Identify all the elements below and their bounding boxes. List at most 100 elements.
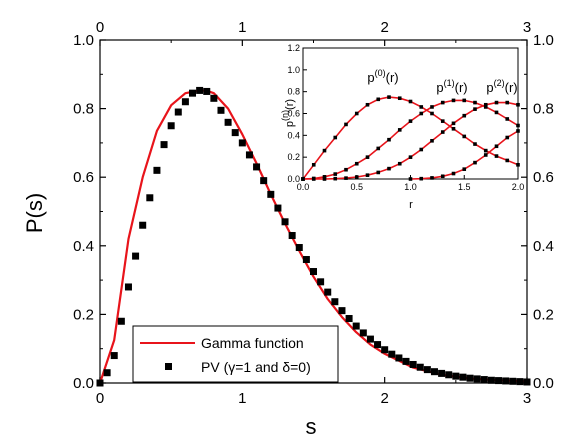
inset-plot-frame	[302, 47, 519, 180]
x-axis-title: s	[306, 414, 317, 439]
inset-data-point	[419, 176, 424, 181]
pv-data-point	[459, 373, 467, 381]
pv-data-point	[324, 288, 332, 296]
inset-data-point	[397, 161, 402, 166]
inset-data-point	[505, 100, 510, 105]
inset-data-point	[354, 175, 359, 179]
pv-data-point	[245, 151, 253, 159]
inset-data-point	[473, 107, 477, 111]
pv-data-point	[174, 108, 182, 116]
inset-data-point	[397, 96, 402, 101]
inset-data-point	[451, 98, 456, 103]
inset-data-point	[494, 154, 499, 158]
inset-data-point	[387, 166, 391, 171]
y-tick-label: 0.2	[73, 306, 94, 323]
pv-data-point	[388, 350, 396, 358]
legend-gamma-label: Gamma function	[201, 335, 304, 351]
inset-data-point	[494, 144, 499, 149]
pv-data-point	[495, 377, 503, 385]
pv-data-point	[402, 357, 410, 365]
pv-data-point	[238, 139, 246, 147]
y-tick-label: 0.0	[73, 375, 94, 392]
pv-data-point	[374, 341, 382, 349]
pv-data-point	[260, 177, 268, 185]
inset-x-axis-title: r	[409, 199, 413, 211]
inset-data-point	[451, 121, 456, 126]
inset-data-point	[440, 119, 445, 123]
inset-y-tick-label: 0.6	[287, 109, 300, 119]
inset-y-axis-title: p(n)(r)	[280, 99, 296, 127]
pv-data-point	[288, 232, 296, 240]
x-top-tick-label: 1	[238, 19, 246, 36]
inset-data-point	[516, 123, 520, 128]
inset-data-point	[387, 95, 391, 99]
pv-data-point	[487, 376, 495, 384]
pv-data-point	[359, 329, 367, 337]
inset-data-point	[376, 97, 381, 102]
pv-data-point	[274, 204, 282, 212]
inset-data-point	[354, 111, 359, 116]
pv-data-point	[117, 317, 125, 325]
pv-data-point	[409, 360, 417, 368]
inset-data-point	[365, 173, 370, 177]
x-tick-label: 0	[96, 390, 104, 407]
inset-data-point	[333, 135, 338, 140]
pv-data-point	[217, 106, 225, 114]
pv-data-point	[423, 366, 431, 374]
inset-data-point	[505, 117, 510, 121]
inset-x-tick-label: 2.0	[512, 182, 525, 192]
pv-data-point	[381, 346, 389, 354]
x-top-tick-label: 2	[380, 19, 388, 36]
pv-data-point	[189, 89, 197, 97]
inset-series-group	[301, 95, 520, 181]
pv-data-point	[302, 256, 310, 264]
pv-data-point	[96, 379, 104, 387]
inset-curve-labels: p(0)(r) p(1)(r) p(2)(r)	[367, 68, 517, 95]
inset-y-tick-label: 0.0	[287, 174, 300, 184]
pv-data-point	[295, 244, 303, 252]
legend-box	[132, 325, 339, 383]
inset-data-point	[344, 122, 348, 127]
inset-data-point	[430, 111, 434, 116]
pv-data-point	[480, 376, 488, 384]
inset-curve-label: p(1)(r)	[436, 78, 467, 95]
x-tick-label: 1	[238, 390, 246, 407]
inset-data-point	[451, 171, 456, 176]
pv-data-point	[153, 166, 161, 174]
legend-pv-swatch	[165, 363, 172, 370]
inset-data-point	[322, 175, 327, 179]
inset-x-tick-label: 0.0	[297, 182, 310, 192]
y-axis-title: P(s)	[22, 193, 47, 233]
inset-data-point	[344, 176, 348, 180]
pv-data-point	[224, 118, 232, 126]
inset-x-tick-label: 1.5	[458, 182, 471, 192]
inset-data-point	[419, 105, 424, 109]
inset-data-point	[483, 105, 488, 109]
inset-data-point	[419, 111, 424, 116]
inset-data-point	[397, 128, 402, 132]
x-top-tick-label: 0	[96, 19, 104, 36]
pv-data-point	[317, 278, 325, 286]
inset-data-point	[440, 174, 445, 179]
legend: Gamma function PV (γ=1 and δ=0)	[132, 325, 339, 383]
inset-y-tick-label: 0.8	[287, 87, 300, 97]
inset-data-point	[505, 158, 510, 163]
inset-data-point	[462, 134, 467, 139]
pv-data-point	[345, 315, 353, 323]
pv-data-point	[146, 194, 154, 202]
pv-data-point	[110, 352, 118, 360]
inset-data-point	[516, 163, 520, 167]
x-top-tick-label: 3	[523, 19, 531, 36]
inset-data-point	[516, 129, 520, 133]
pv-data-point	[466, 374, 474, 382]
pv-data-point	[310, 268, 317, 276]
inset-data-point	[301, 177, 305, 181]
inset-data-point	[483, 148, 488, 153]
pv-data-point	[502, 377, 510, 385]
inset-chart: 0.0 0.5 1.0 1.5 2.0 0.0 0.2 0.4 0.6 0.8 1.0 1.2 r p…	[280, 43, 524, 211]
inset-data-point	[365, 155, 370, 159]
inset-data-point	[344, 167, 348, 172]
inset-data-point	[494, 100, 499, 105]
